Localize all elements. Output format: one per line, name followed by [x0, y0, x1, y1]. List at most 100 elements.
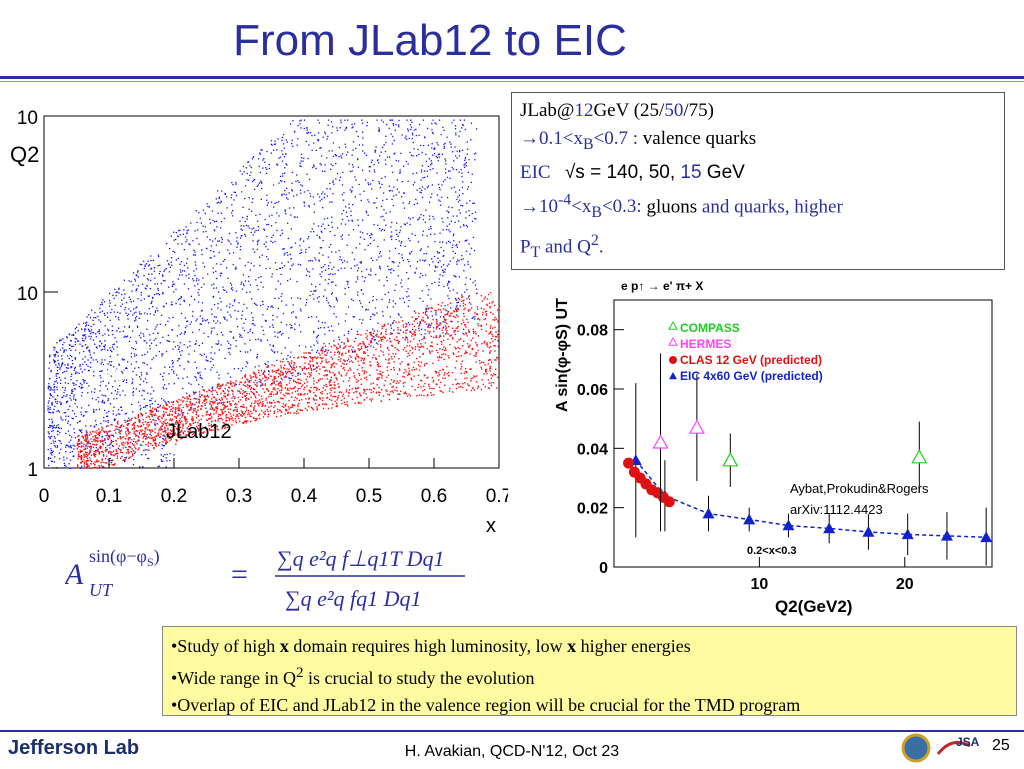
- eic-point: [152, 259, 154, 261]
- eic-point: [64, 382, 66, 384]
- eic-point: [337, 172, 339, 175]
- jlab12-point: [81, 435, 83, 437]
- eic-point: [154, 283, 156, 285]
- eic-point: [83, 334, 85, 336]
- eic-point: [435, 312, 437, 314]
- eic-point: [87, 365, 89, 367]
- jlab12-point: [335, 377, 337, 379]
- jlab12-point: [279, 382, 281, 384]
- eic-point: [406, 323, 408, 326]
- jlab12-point: [271, 364, 273, 366]
- eic-point: [361, 119, 363, 121]
- jlab12-point: [379, 365, 381, 368]
- eic-point: [254, 366, 256, 368]
- eic-point: [398, 191, 400, 193]
- eic-point: [361, 276, 364, 278]
- jlab12-point: [95, 432, 98, 434]
- eic-point: [376, 312, 378, 314]
- eic-point: [227, 348, 230, 350]
- eic-point: [230, 197, 232, 199]
- jlab12-point: [197, 406, 199, 408]
- eic-point: [333, 340, 335, 342]
- jlab12-point: [350, 345, 352, 347]
- eic-point: [470, 266, 472, 268]
- jlab12-point: [349, 355, 351, 357]
- eic-point: [65, 349, 67, 351]
- eic-point: [86, 346, 88, 349]
- eic-point: [340, 223, 342, 225]
- jlab12-point: [392, 385, 395, 388]
- eic-point: [370, 237, 372, 239]
- jlab12-point: [388, 358, 390, 360]
- eic-point: [444, 271, 446, 273]
- jlab12-point: [147, 443, 149, 445]
- eic-point: [47, 431, 49, 433]
- jlab12-point: [269, 410, 271, 412]
- eic-point: [273, 149, 275, 151]
- eic-point: [84, 356, 86, 358]
- eic-point: [312, 166, 314, 169]
- eic-point: [370, 274, 372, 276]
- jlab12-point: [493, 382, 495, 384]
- eic-point: [348, 163, 350, 165]
- eic-point: [439, 200, 441, 203]
- eic-point: [443, 285, 445, 288]
- jlab12-point: [405, 350, 407, 352]
- jlab12-point: [305, 352, 307, 354]
- jlab12-point: [406, 364, 409, 366]
- eic-point: [165, 402, 167, 404]
- jlab12-point: [365, 376, 368, 378]
- eic-point: [389, 316, 391, 318]
- eic-point: [323, 343, 325, 345]
- eic-point: [377, 343, 379, 345]
- jlab12-point: [407, 374, 409, 377]
- eic-point: [146, 364, 148, 366]
- eic-point: [356, 330, 359, 333]
- eic-point: [194, 375, 196, 378]
- jlab12-point: [420, 394, 423, 396]
- eic-point: [466, 188, 469, 190]
- eic-point: [70, 379, 72, 381]
- eic-point: [206, 319, 208, 321]
- eic-point: [343, 334, 345, 336]
- eic-point: [395, 229, 397, 231]
- jlab12-point: [279, 373, 281, 375]
- eic-point: [265, 245, 267, 248]
- jlab12-point: [340, 358, 342, 360]
- eic-point: [146, 372, 148, 374]
- eic-point: [157, 292, 159, 295]
- eic-point: [51, 403, 53, 405]
- eic-point: [193, 392, 195, 394]
- jlab12-scatter-series: [76, 292, 501, 469]
- eic-point: [246, 392, 248, 395]
- eic-point: [381, 177, 383, 179]
- jlab12-point: [418, 329, 420, 332]
- eic-point: [99, 375, 101, 377]
- eic-point: [389, 156, 391, 158]
- eic-point: [110, 364, 112, 366]
- eic-point: [317, 225, 320, 227]
- jlab12-point: [391, 358, 393, 360]
- eic-point: [56, 388, 58, 391]
- eic-point: [166, 453, 168, 456]
- jlab12-point: [216, 408, 219, 410]
- eic-point: [71, 359, 73, 362]
- jlab12-point: [237, 417, 240, 420]
- jlab12-point: [431, 322, 433, 324]
- jlab12-point: [472, 316, 475, 319]
- eic-point: [193, 398, 195, 400]
- eic-point: [54, 440, 56, 443]
- jlab12-point: [313, 387, 315, 389]
- eic-point: [142, 389, 144, 392]
- jlab12-point: [205, 411, 208, 413]
- eic-point: [213, 327, 215, 329]
- eic-point: [452, 257, 454, 259]
- eic-point: [321, 155, 323, 157]
- eic-point: [130, 301, 132, 303]
- eic-point: [228, 342, 230, 344]
- jlab12-point: [334, 400, 336, 403]
- eic-point: [81, 337, 83, 340]
- jlab12-point: [204, 396, 207, 398]
- eic-point: [73, 369, 75, 372]
- eic-point: [377, 162, 380, 164]
